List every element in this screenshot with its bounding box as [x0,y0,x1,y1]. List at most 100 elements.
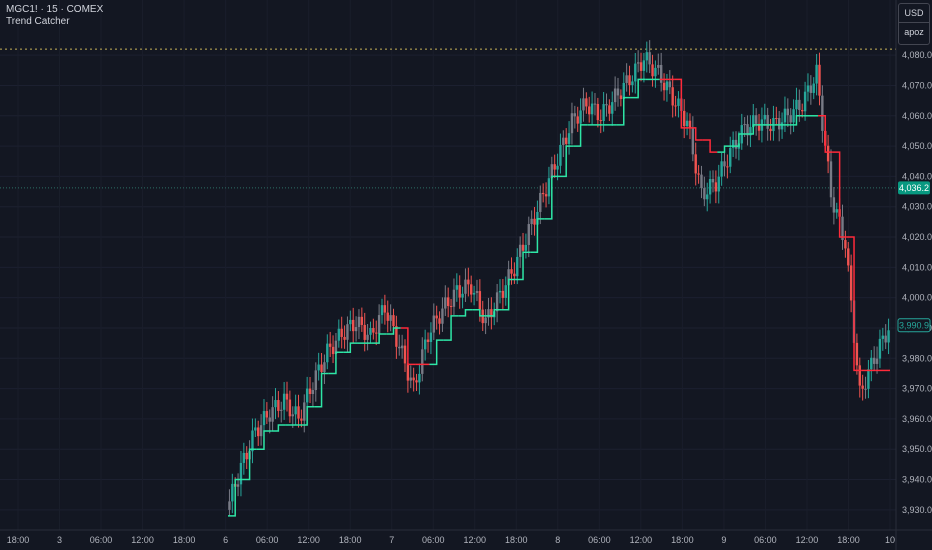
symbol-title[interactable]: MGC1! · 15 · COMEX [6,4,104,15]
user-label[interactable]: apoz [904,27,924,37]
price-tick-label: 4,080.0 [902,50,932,60]
candle-body [521,244,525,251]
time-tick-label: 18:00 [837,535,860,545]
divider [899,22,929,23]
candle-body [657,64,660,68]
current-price-label: 4,036.2 [899,183,929,193]
candle-body [763,114,766,120]
candle-body [452,289,456,307]
candle-body [789,115,792,123]
candle-body [349,319,352,325]
candle-body [599,120,602,122]
candle-body [357,316,361,328]
candle-body [507,269,510,286]
candle-body [872,357,876,364]
trend-segment [328,351,344,375]
candle-body [878,338,882,359]
candle-body [734,139,738,149]
trend-segment [702,139,718,153]
candle-body [421,349,424,374]
candle-body [510,269,513,274]
trend-segment [846,236,862,372]
candle-body [395,326,398,347]
candle-body [659,64,663,83]
candle-body [501,290,505,298]
candle-body [697,173,700,175]
trend-segment [515,251,531,281]
candle-body [251,430,254,452]
candle-body [671,87,674,106]
candle-body [487,309,490,318]
candle-body [743,124,746,126]
candle-body [426,339,430,342]
candle-body [239,462,243,485]
candle-body [334,340,338,355]
chart-legend: MGC1! · 15 · COMEX Trend Catcher [6,4,103,28]
candle-body [688,120,692,128]
trend-segment [674,78,689,129]
candle-body [605,104,608,106]
candle-body [567,133,571,144]
candle-body [541,192,545,195]
candle-body [300,418,303,421]
candle-body [849,265,853,301]
candle-body [766,114,769,129]
trend-segment [630,78,646,99]
candle-body [527,224,530,245]
candle-body [648,52,651,65]
time-axis[interactable]: 18:00 3 06:00 12:00 18:00 6 06:00 12:00 18:00 7 06… [7,535,895,545]
candle-body [662,82,666,91]
candle-body [418,373,421,383]
candle-body [262,411,266,426]
candle-body [608,105,611,114]
candle-body [801,110,804,112]
trend-segment [256,430,272,450]
currency-label[interactable]: USD [904,8,924,18]
candle-body [884,335,887,343]
trend-segment [299,406,315,426]
chart-grid [0,54,896,511]
trend-segment [443,315,459,341]
price-tick-label: 3,960.0 [902,414,932,424]
price-tick-label: 3,970.0 [902,384,932,394]
candle-body [706,194,709,200]
candle-body [386,312,389,321]
candle-body [579,110,582,124]
candle-body [757,123,761,131]
trend-segment [559,145,574,178]
candle-body [841,216,844,241]
candle-body [570,113,574,134]
candle-body [403,345,407,364]
candle-body [780,122,784,130]
trend-segment [688,127,703,141]
candle-body [815,64,818,84]
candle-body [826,145,830,162]
candle-body [887,330,890,343]
candle-body [441,308,444,324]
trend-catcher-line [228,78,890,517]
scale-settings-box[interactable]: USD apoz [898,3,930,45]
trend-segment [746,124,761,135]
time-tick-label: 12:00 [796,535,819,545]
candle-body [769,128,772,132]
candle-body [398,346,401,349]
candle-body [674,105,677,107]
candle-body [242,452,246,463]
candle-body [297,406,300,419]
time-tick-label: 12:00 [297,535,320,545]
candle-body [550,164,554,179]
candle-body [406,363,410,381]
time-tick-label: 3 [57,535,62,545]
indicator-title[interactable]: Trend Catcher [6,16,70,27]
candle-body [400,345,404,349]
time-tick-label: 18:00 [173,535,196,545]
trend-segment [501,278,516,311]
trend-segment [458,309,473,317]
candle-body [795,99,798,110]
candle-body [271,407,274,422]
trend-segment [717,145,732,153]
candle-body [461,293,464,298]
candle-body [254,427,257,431]
time-tick-label: 12:00 [463,535,486,545]
